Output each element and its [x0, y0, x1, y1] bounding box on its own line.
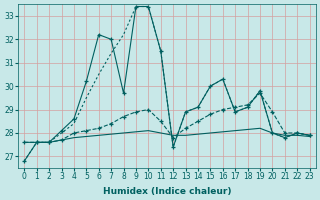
- X-axis label: Humidex (Indice chaleur): Humidex (Indice chaleur): [103, 187, 231, 196]
